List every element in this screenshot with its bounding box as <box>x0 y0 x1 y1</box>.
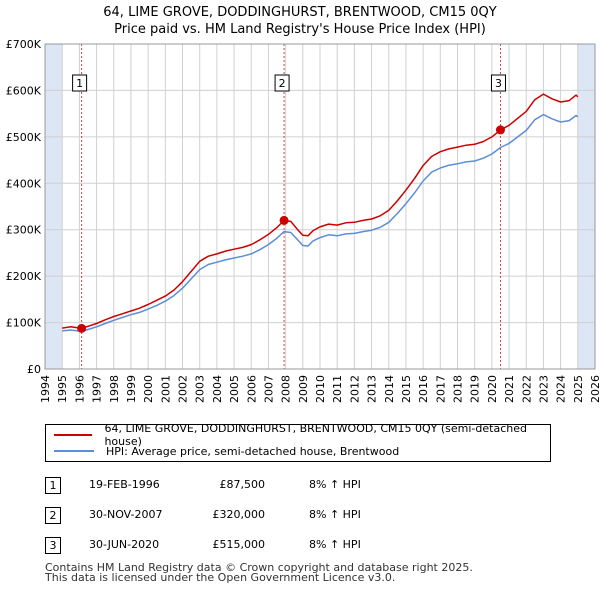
x-tick-label: 1998 <box>108 375 121 403</box>
transaction-price: £320,000 <box>212 508 266 521</box>
title-subtitle: Price paid vs. HM Land Registry's House … <box>114 22 486 37</box>
x-tick-label: 2003 <box>194 375 207 403</box>
x-tick-label: 1997 <box>91 375 104 403</box>
transaction-date: 30-JUN-2020 <box>89 538 160 551</box>
x-tick-label: 2017 <box>434 375 447 403</box>
sale-label-box <box>274 74 290 92</box>
legend-swatch-hpi <box>54 450 94 452</box>
legend-swatch-property <box>54 434 93 436</box>
sale-point <box>279 215 289 225</box>
x-tick-label: 2008 <box>280 375 293 403</box>
sale-label: 2 <box>279 77 286 90</box>
transaction-hpi: 8% ↑ HPI <box>309 538 361 551</box>
series-line-property <box>62 93 579 330</box>
footer-copyright: Contains HM Land Registry data © Crown c… <box>45 561 473 574</box>
y-tick-label: £700K <box>6 38 42 51</box>
x-tick-label: 2000 <box>142 375 155 403</box>
transaction-hpi: 8% ↑ HPI <box>309 508 361 521</box>
x-tick-label: 1995 <box>56 375 69 403</box>
x-tick-label: 2005 <box>228 375 241 403</box>
transaction-row: 1 19-FEB-1996 £87,500 8% ↑ HPI <box>45 476 445 494</box>
transaction-number: 2 <box>45 507 61 524</box>
legend-label-hpi: HPI: Average price, semi-detached house,… <box>106 444 400 458</box>
x-tick-label: 2023 <box>537 375 550 403</box>
y-tick-label: £0 <box>27 363 41 376</box>
transaction-price: £515,000 <box>212 538 266 551</box>
x-tick-label: 2024 <box>555 375 568 403</box>
sale-point <box>495 125 505 135</box>
transaction-number: 3 <box>45 537 61 554</box>
legend-item-hpi: HPI: Average price, semi-detached house,… <box>54 443 399 459</box>
transaction-row: 2 30-NOV-2007 £320,000 8% ↑ HPI <box>45 506 445 524</box>
sale-label: 1 <box>76 77 83 90</box>
x-tick-label: 2026 <box>589 375 600 403</box>
legend: 64, LIME GROVE, DODDINGHURST, BRENTWOOD,… <box>45 422 551 462</box>
x-tick-label: 2015 <box>400 375 413 403</box>
shaded-region <box>577 44 595 369</box>
x-tick-label: 2011 <box>331 375 344 403</box>
shaded-region <box>45 44 63 369</box>
transaction-price: £87,500 <box>219 478 266 491</box>
transaction-date: 30-NOV-2007 <box>89 508 163 521</box>
transaction-hpi: 8% ↑ HPI <box>309 478 361 491</box>
legend-label-property: 64, LIME GROVE, DODDINGHURST, BRENTWOOD,… <box>104 422 527 448</box>
x-tick-label: 2025 <box>572 375 585 403</box>
transaction-row: 3 30-JUN-2020 £515,000 8% ↑ HPI <box>45 536 445 554</box>
x-tick-label: 1996 <box>73 375 86 403</box>
y-tick-label: £100K <box>6 317 42 330</box>
chart-title: 64, LIME GROVE, DODDINGHURST, BRENTWOOD,… <box>0 4 600 38</box>
footer-licence: This data is licensed under the Open Gov… <box>45 571 396 584</box>
x-tick-label: 2004 <box>211 375 224 403</box>
x-tick-label: 2016 <box>417 375 430 403</box>
y-tick-label: £300K <box>6 224 42 237</box>
transaction-number: 1 <box>45 477 61 494</box>
x-tick-label: 2019 <box>469 375 482 403</box>
y-tick-label: £600K <box>6 84 42 97</box>
x-tick-label: 2009 <box>297 375 310 403</box>
y-tick-label: £400K <box>6 177 42 190</box>
x-tick-label: 2020 <box>486 375 499 403</box>
sale-point <box>77 323 87 333</box>
x-tick-label: 2012 <box>348 375 361 403</box>
x-tick-label: 2002 <box>177 375 190 403</box>
sale-label: 3 <box>495 77 502 90</box>
y-tick-label: £500K <box>6 131 42 144</box>
x-tick-label: 2007 <box>262 375 275 403</box>
x-tick-label: 2021 <box>503 375 516 403</box>
x-tick-label: 1999 <box>125 375 138 403</box>
x-tick-label: 2006 <box>245 375 258 403</box>
footer: Contains HM Land Registry data © Crown c… <box>45 561 473 584</box>
y-tick-label: £200K <box>6 270 42 283</box>
title-address: 64, LIME GROVE, DODDINGHURST, BRENTWOOD,… <box>103 5 497 20</box>
x-tick-label: 2014 <box>383 375 396 403</box>
x-tick-label: 1994 <box>39 375 52 403</box>
price-chart: 1 2 3 £0 £100K £200K £300K £400K £500K £600K £700… <box>6 38 600 403</box>
sale-label-box <box>490 74 506 92</box>
x-tick-label: 2013 <box>366 375 379 403</box>
series-line-hpi <box>62 113 579 333</box>
sale-label-box <box>72 74 88 92</box>
transaction-date: 19-FEB-1996 <box>89 478 160 491</box>
x-tick-label: 2018 <box>452 375 465 403</box>
x-tick-label: 2022 <box>520 375 533 403</box>
x-tick-label: 2010 <box>314 375 327 403</box>
legend-item-property: 64, LIME GROVE, DODDINGHURST, BRENTWOOD,… <box>54 422 550 448</box>
plot-frame <box>44 43 596 370</box>
x-tick-label: 2001 <box>159 375 172 403</box>
